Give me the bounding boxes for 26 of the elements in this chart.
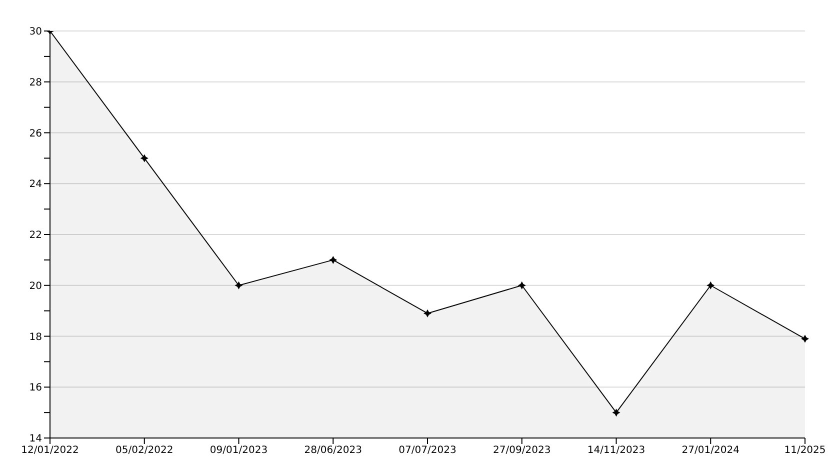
y-tick-label: 28 [29, 77, 42, 88]
y-tick-label: 20 [29, 280, 42, 292]
point [706, 281, 715, 290]
point [140, 154, 148, 162]
y-tick-label: 26 [29, 128, 42, 140]
point [234, 281, 243, 290]
x-tick-label: 09/01/2023 [210, 445, 268, 456]
x-tick-label: 05/02/2022 [116, 445, 174, 456]
x-tick-label: 07/07/2023 [398, 445, 456, 456]
x-tick-label: 14/11/2023 [587, 445, 646, 456]
point [424, 309, 432, 318]
point [518, 281, 526, 290]
point [329, 256, 338, 264]
point [612, 408, 620, 417]
x-tick-label: 11/2025 [784, 445, 826, 456]
y-tick-label: 24 [29, 179, 42, 190]
y-tick-label: 30 [29, 26, 42, 38]
y-tick-label: 18 [29, 332, 42, 343]
y-tick-label: 16 [29, 382, 42, 394]
x-tick-label: 28/06/2023 [304, 445, 362, 456]
y-tick-label: 14 [29, 434, 42, 445]
x-tick-label: 27/09/2023 [493, 445, 551, 456]
x-tick-label: 12/01/2022 [21, 445, 79, 456]
x-tick-label: 27/01/2024 [682, 445, 740, 456]
y-tick-label: 22 [29, 230, 42, 242]
point [801, 334, 809, 343]
